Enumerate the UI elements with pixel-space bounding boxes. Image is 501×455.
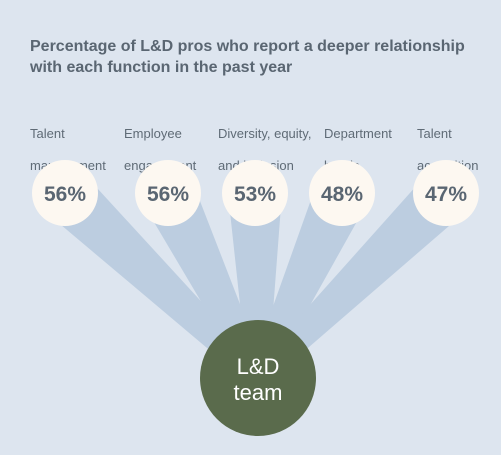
beam-talent-management [46,173,265,386]
value-label-employee-engagement: 56% [147,183,189,206]
chart-title: Percentage of L&D pros who report a deep… [30,36,470,78]
value-label-diversity-equity-and-inclusion: 53% [234,183,276,206]
bubble-department-heads [309,160,375,226]
value-label-talent-management: 56% [44,183,86,206]
hub-circle [200,320,316,436]
category-label-line: Department [324,126,392,141]
beam-talent-acquisition [251,173,465,386]
hub-label-line-2: team [234,380,283,405]
chart-title-line-1: Percentage of L&D pros who report a deep… [30,38,465,55]
chart-title-line-2: with each function in the past year [30,59,293,76]
hub-label-line-1: L&D [237,354,280,379]
category-label-line: Diversity, equity, [218,126,312,141]
bubble-diversity-equity-and-inclusion [222,160,288,226]
value-label-talent-acquisition: 47% [425,183,467,206]
category-label-line: Employee [124,126,182,141]
bubble-talent-management [32,160,98,226]
category-label-line: Talent [417,126,452,141]
bubble-employee-engagement [135,160,201,226]
value-bubbles: 56% 56% 53% 48% 47% [32,160,479,226]
bubble-talent-acquisition [413,160,479,226]
value-label-department-heads: 48% [321,183,363,206]
connector-beams [46,173,465,386]
category-label-line: Talent [30,126,65,141]
